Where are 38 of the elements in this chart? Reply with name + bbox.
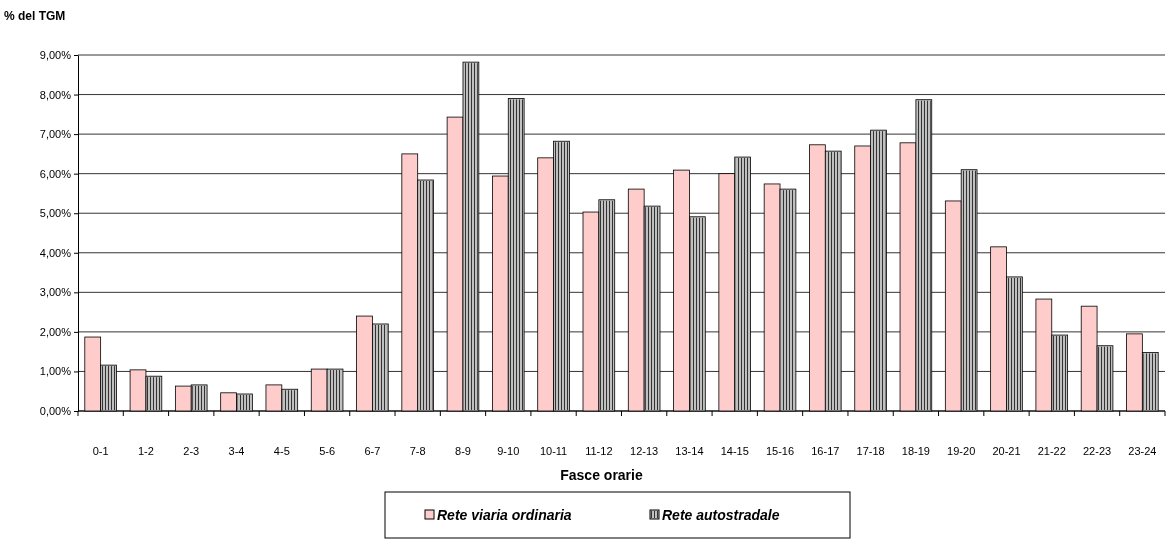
x-tick-label: 17-18 bbox=[856, 445, 885, 457]
x-tick-label: 2-3 bbox=[183, 445, 200, 457]
x-tick-label: 11-12 bbox=[585, 445, 613, 457]
x-tick-label: 8-9 bbox=[455, 445, 471, 457]
x-tick-label: 21-22 bbox=[1037, 445, 1066, 457]
x-tick-label: 18-19 bbox=[901, 445, 930, 457]
y-tick-label: 3,00% bbox=[39, 286, 72, 299]
y-tick-label: 9,00% bbox=[39, 49, 72, 62]
y-tick-label: 1,00% bbox=[39, 365, 72, 378]
x-tick-label: 9-10 bbox=[497, 445, 520, 457]
x-tick-label: 14-15 bbox=[720, 445, 749, 457]
x-tick-label: 16-17 bbox=[811, 445, 840, 457]
y-tick-label: 4,00% bbox=[39, 246, 72, 259]
x-axis-title: Fasce orarie bbox=[560, 467, 643, 483]
x-tick-label: 1-2 bbox=[137, 445, 154, 457]
x-tick-label: 0-1 bbox=[92, 445, 109, 457]
x-tick-label: 12-13 bbox=[630, 445, 659, 457]
x-tick-label: 10-11 bbox=[539, 445, 568, 457]
x-tick-label: 22-23 bbox=[1082, 445, 1112, 457]
legend-label: Rete autostradale bbox=[662, 507, 780, 523]
y-tick-label: 7,00% bbox=[39, 128, 72, 141]
x-tick-label: 19-20 bbox=[947, 445, 976, 457]
y-tick-label: 8,00% bbox=[39, 88, 72, 101]
x-tick-label: 13-14 bbox=[675, 445, 704, 457]
x-tick-label: 4-5 bbox=[273, 445, 290, 457]
y-tick-label: 2,00% bbox=[39, 325, 72, 338]
x-tick-label: 3-4 bbox=[228, 445, 245, 457]
x-tick-label: 23-24 bbox=[1128, 445, 1157, 457]
legend-label: Rete viaria ordinaria bbox=[437, 507, 572, 523]
x-tick-label: 15-16 bbox=[765, 445, 795, 457]
x-tick-label: 7-8 bbox=[409, 445, 426, 457]
y-tick-label: 0,00% bbox=[39, 405, 72, 418]
y-tick-label: 5,00% bbox=[39, 207, 72, 220]
y-axis-title: % del TGM bbox=[4, 9, 66, 23]
x-tick-label: 6-7 bbox=[364, 445, 381, 457]
x-tick-label: 20-21 bbox=[992, 445, 1021, 457]
x-tick-label: 5-6 bbox=[319, 445, 336, 457]
y-tick-label: 6,00% bbox=[39, 167, 72, 180]
